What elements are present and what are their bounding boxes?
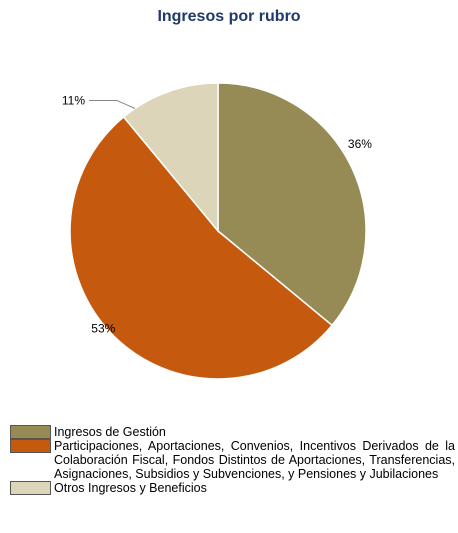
- legend: Ingresos de Gestión Participaciones, Apo…: [10, 425, 455, 495]
- pie-slice: [69, 115, 334, 380]
- pie-slices: [69, 82, 367, 380]
- legend-label: Otros Ingresos y Beneficios: [54, 481, 207, 495]
- pie-slice: [122, 82, 219, 234]
- legend-swatch: [10, 481, 51, 495]
- legend-label: Ingresos de Gestión: [54, 425, 166, 439]
- pie-labels: 36% 53% 11%: [62, 94, 372, 336]
- pie-slice: [217, 82, 367, 327]
- legend-swatch: [10, 439, 51, 453]
- pie-chart: 36% 53% 11%: [62, 82, 372, 380]
- data-label: 11%: [62, 94, 85, 108]
- chart-title: Ingresos por rubro: [157, 8, 301, 25]
- data-label: 53%: [91, 322, 115, 336]
- legend-item-participaciones: Participaciones, Aportaciones, Convenios…: [10, 439, 455, 481]
- legend-item-otros-ingresos: Otros Ingresos y Beneficios: [10, 481, 455, 495]
- legend-label: Participaciones, Aportaciones, Convenios…: [54, 439, 455, 481]
- legend-swatch: [10, 425, 51, 439]
- label-leader-line: [89, 100, 136, 109]
- legend-item-ingresos-gestion: Ingresos de Gestión: [10, 425, 455, 439]
- data-label: 36%: [348, 137, 372, 151]
